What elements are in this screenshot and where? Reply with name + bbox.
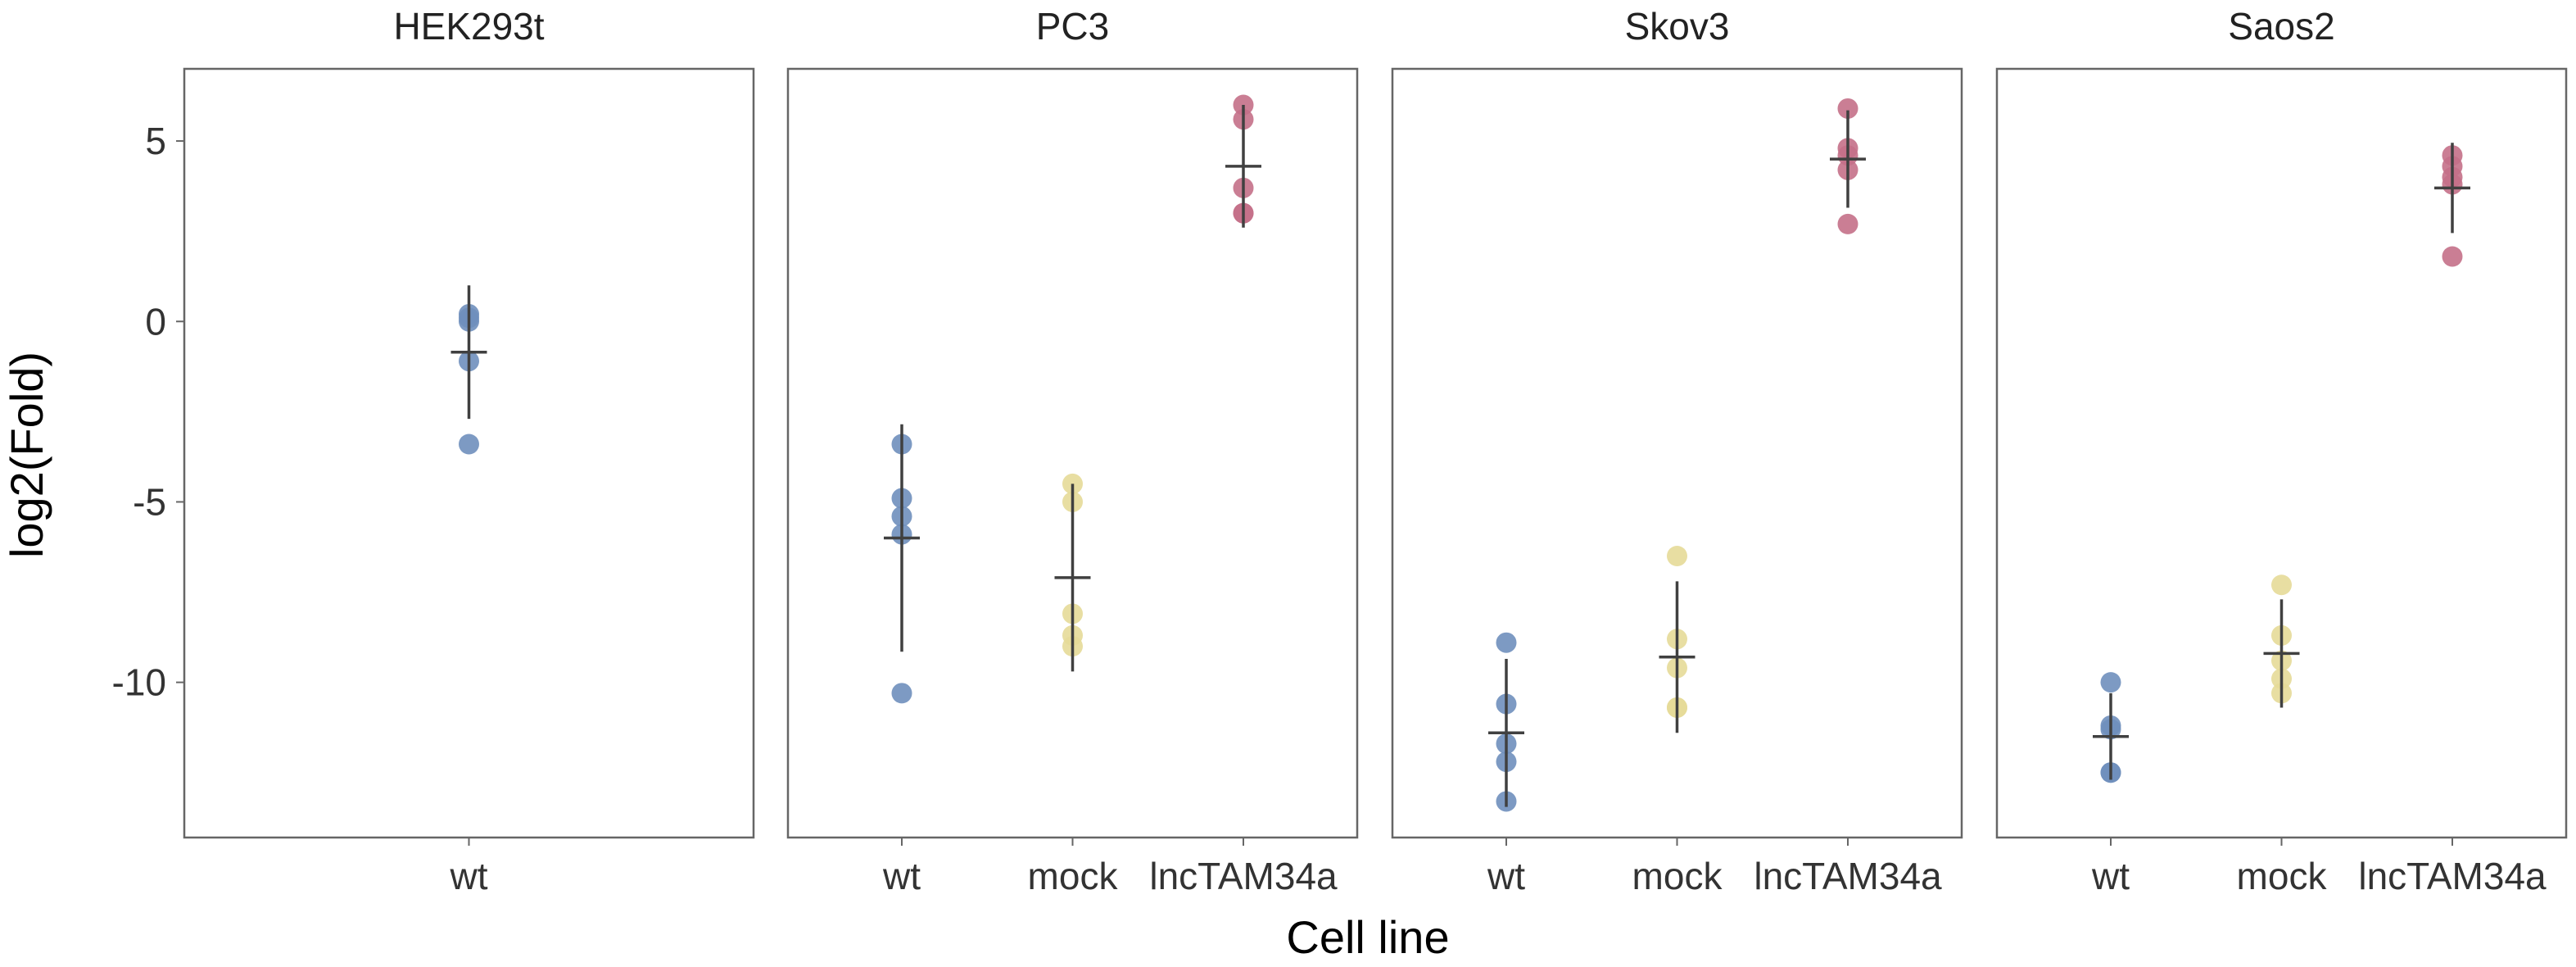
group-mock: mock [1632, 546, 1723, 897]
group-lnctam34a: lncTAM34a [1754, 98, 1942, 897]
group-mock: mock [2237, 574, 2328, 897]
data-point [2100, 672, 2121, 693]
data-point [1496, 632, 1517, 653]
data-point [891, 683, 912, 704]
facet-title: PC3 [1036, 5, 1109, 48]
facet-title: Skov3 [1625, 5, 1730, 48]
x-tick-label: wt [2091, 855, 2130, 897]
x-tick-label: lncTAM34a [1149, 855, 1338, 897]
facet-panel-pc3: PC3 wt mock lncTAM34a [786, 5, 1359, 897]
panel-frame [786, 67, 1359, 839]
y-tick-label: -10 [112, 661, 166, 704]
x-tick-label: wt [1487, 855, 1525, 897]
group-mock: mock [1028, 473, 1119, 897]
facet-title: HEK293t [393, 5, 544, 48]
y-axis: 5 0 -5 -10 [112, 120, 184, 704]
x-tick-label: mock [1632, 855, 1723, 897]
x-tick-label: wt [882, 855, 921, 897]
data-point [1837, 213, 1858, 234]
y-tick-label: 5 [145, 120, 166, 162]
panel-frame [1995, 67, 2568, 839]
x-axis-title: Cell line [1286, 911, 1449, 963]
x-tick-label: mock [1028, 855, 1119, 897]
x-tick-label: wt [450, 855, 488, 897]
data-point [2271, 574, 2292, 596]
facet-panel-saos2: Saos2 wt mock lncTAM34a [1995, 5, 2568, 897]
group-wt: wt [1487, 632, 1525, 897]
group-wt: wt [2091, 672, 2130, 897]
y-tick-label: -5 [133, 480, 166, 523]
y-axis-title: log2(Fold) [1, 352, 52, 558]
x-tick-label: lncTAM34a [2358, 855, 2547, 897]
data-point [2442, 246, 2463, 267]
y-tick-label: 0 [145, 300, 166, 343]
group-wt: wt [882, 424, 921, 897]
facet-panel-skov3: Skov3 wt mock lncTAM34a [1391, 5, 1963, 897]
group-wt: wt [450, 285, 488, 897]
data-point [1837, 98, 1858, 119]
data-point [1667, 546, 1687, 567]
group-lnctam34a: lncTAM34a [2358, 143, 2547, 897]
x-tick-label: mock [2237, 855, 2328, 897]
group-lnctam34a: lncTAM34a [1149, 94, 1338, 897]
data-point [459, 434, 479, 455]
facet-title: Saos2 [2228, 5, 2334, 48]
x-tick-label: lncTAM34a [1754, 855, 1942, 897]
facet-panel-hek293t: HEK293t wt [183, 5, 755, 897]
